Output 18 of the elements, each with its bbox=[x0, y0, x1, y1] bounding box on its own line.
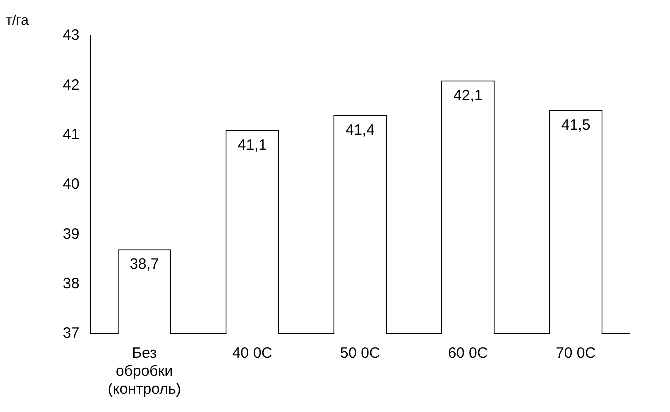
y-tick-label: 43 bbox=[62, 27, 80, 44]
y-tick-label: 42 bbox=[62, 76, 80, 94]
data-label: 41,1 bbox=[238, 137, 268, 154]
x-tick-label: 70 0С bbox=[556, 345, 596, 362]
y-axis-title: т/га bbox=[6, 12, 29, 28]
y-tick-label: 41 bbox=[62, 126, 80, 144]
y-tick-label: 38 bbox=[62, 275, 80, 292]
y-tick-label: 37 bbox=[62, 325, 80, 342]
x-tick-label: Без обробки (контроль) bbox=[108, 345, 182, 398]
data-label: 41,5 bbox=[561, 117, 591, 134]
y-tick-label: 39 bbox=[62, 226, 80, 243]
data-label: 42,1 bbox=[454, 87, 483, 104]
x-tick-label: 40 0С bbox=[232, 345, 273, 362]
x-tick-label: 50 0С bbox=[340, 345, 381, 362]
data-label: 38,7 bbox=[130, 256, 160, 274]
y-tick-label: 40 bbox=[62, 176, 80, 194]
x-tick-label: 60 0С bbox=[448, 345, 488, 362]
data-label: 41,4 bbox=[346, 122, 375, 140]
